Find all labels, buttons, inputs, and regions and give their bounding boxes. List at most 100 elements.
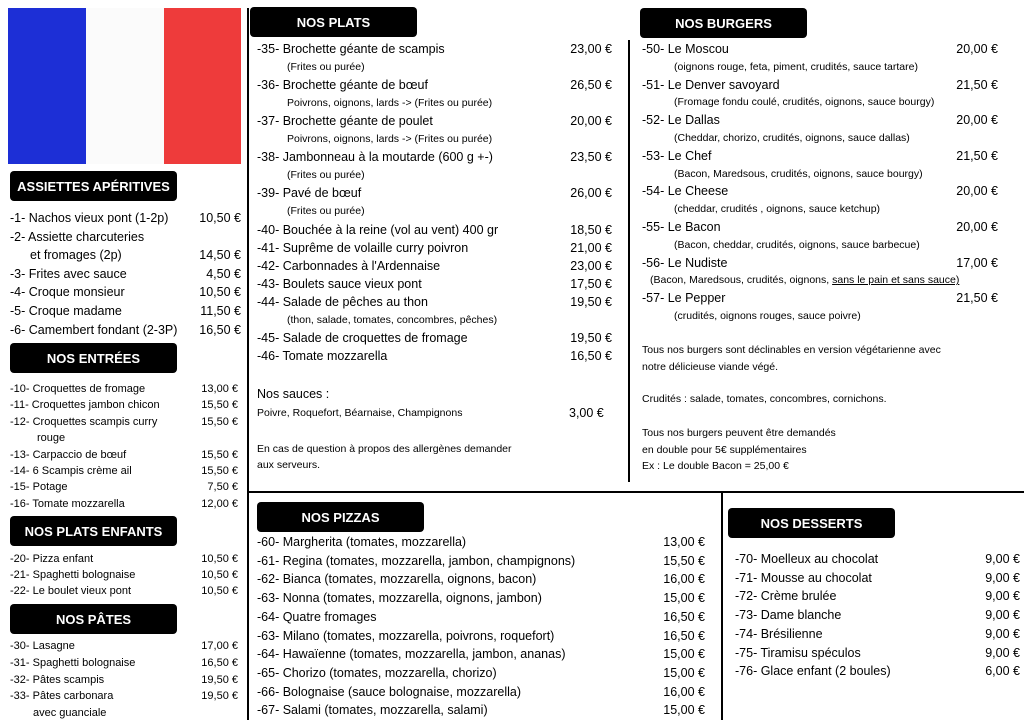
item-price: 10,50 €: [201, 569, 238, 582]
item-price: 13,00 €: [663, 535, 705, 549]
section-header: NOS PÂTES: [10, 604, 177, 634]
item-name: -53- Le Chef: [642, 148, 712, 163]
item-name: -45- Salade de croquettes de fromage: [257, 330, 468, 345]
item-description: (Bacon, Maredsous, crudités, oignons, sa…: [674, 167, 923, 180]
item-name: -4- Croque monsieur: [10, 285, 125, 300]
item-name: -41- Suprême de volaille curry poivron: [257, 240, 469, 255]
item-price: 20,00 €: [570, 114, 612, 129]
item-name: -35- Brochette géante de scampis: [257, 42, 445, 56]
item-name: -22- Le boulet vieux pont: [10, 585, 132, 598]
divider: [721, 492, 723, 720]
sauces-title: Nos sauces :: [257, 387, 330, 401]
item-name: -30- Lasagne: [10, 640, 75, 652]
item-name: -20- Pizza enfant: [10, 553, 94, 565]
item-name: -61- Regina (tomates, mozzarella, jambon…: [257, 553, 576, 568]
item-description: (oignons rouge, feta, piment, crudités, …: [674, 60, 918, 73]
item-price: 23,50 €: [570, 150, 612, 165]
item-price: 12,00 €: [201, 497, 238, 510]
item-price: 19,50 €: [201, 690, 238, 703]
item-price: 16,50 €: [199, 322, 241, 337]
item-price: 15,50 €: [663, 553, 705, 568]
item-name: -65- Chorizo (tomates, mozzarella, chori…: [257, 665, 497, 680]
item-price: 10,50 €: [199, 285, 241, 300]
item-price: 9,00 €: [985, 626, 1020, 641]
section-header: NOS BURGERS: [640, 8, 807, 38]
item-name: -39- Pavé de bœuf: [257, 186, 362, 201]
item-price: 6,00 €: [985, 664, 1020, 679]
burger-note: notre délicieuse viande végé.: [642, 361, 779, 373]
item-name: -63- Nonna (tomates, mozzarella, oignons…: [257, 591, 542, 606]
item-price: 20,00 €: [956, 220, 998, 234]
burger-note: Tous nos burgers sont déclinables en ver…: [642, 344, 941, 356]
item-description: (Bacon, Maredsous, crudités, oignons, sa…: [650, 274, 960, 287]
item-name: -62- Bianca (tomates, mozzarella, oignon…: [257, 572, 537, 587]
section-header: ASSIETTES APÉRITIVES: [10, 171, 177, 201]
item-price: 17,00 €: [201, 640, 238, 652]
item-description: Poivrons, oignons, lards -> (Frites ou p…: [287, 133, 493, 146]
item-name: -56- Le Nudiste: [642, 255, 728, 270]
item-description: (Frites ou purée): [287, 169, 365, 182]
item-name: -5- Croque madame: [10, 304, 122, 318]
item-name: -13- Carpaccio de bœuf: [10, 448, 127, 461]
item-name: -72- Crème brulée: [735, 589, 837, 604]
item-description: (Cheddar, chorizo, crudités, oignons, sa…: [674, 132, 910, 144]
item-price: 19,50 €: [570, 294, 612, 309]
item-price: 15,50 €: [201, 465, 238, 477]
item-name: -36- Brochette géante de bœuf: [257, 78, 428, 93]
item-price: 19,50 €: [201, 673, 238, 686]
item-price: 16,50 €: [663, 628, 705, 643]
item-name: -3- Frites avec sauce: [10, 266, 127, 281]
item-name: -75- Tiramisu spéculos: [735, 645, 861, 660]
item-name: et fromages (2p): [30, 248, 122, 263]
item-price: 9,00 €: [985, 608, 1020, 623]
item-description: (Bacon, cheddar, crudités, oignons, sauc…: [674, 238, 920, 251]
item-name: -64- Quatre fromages: [257, 609, 377, 624]
item-price: 14,50 €: [199, 248, 241, 263]
item-name: -37- Brochette géante de poulet: [257, 114, 433, 129]
item-name: -15- Potage: [10, 481, 68, 494]
item-price: 21,00 €: [570, 240, 612, 255]
item-price: 9,00 €: [985, 645, 1020, 660]
item-name: -6- Camembert fondant (2-3P): [10, 322, 178, 337]
item-name: -14- 6 Scampis crème ail: [10, 465, 132, 477]
item-name: -67- Salami (tomates, mozzarella, salami…: [257, 703, 488, 718]
item-description: (Frites ou purée): [287, 205, 365, 218]
item-name: -33- Pâtes carbonara: [10, 690, 114, 703]
item-price: 11,50 €: [200, 304, 241, 318]
item-price: 20,00 €: [956, 42, 998, 56]
item-price: 10,50 €: [201, 553, 238, 565]
item-description: avec guanciale: [33, 707, 107, 720]
item-name: -2- Assiette charcuteries: [10, 229, 145, 244]
item-price: 15,50 €: [201, 448, 238, 461]
item-price: 4,50 €: [206, 266, 241, 281]
item-name: -43- Boulets sauce vieux pont: [257, 276, 422, 291]
item-name: -10- Croquettes de fromage: [10, 383, 146, 395]
item-name: -12- Croquettes scampis curry: [10, 415, 158, 428]
item-name: -73- Dame blanche: [735, 608, 842, 623]
item-name: -31- Spaghetti bolognaise: [10, 656, 136, 669]
item-price: 10,50 €: [199, 211, 241, 225]
allergen-note: aux serveurs.: [257, 459, 321, 471]
sauces-price: 3,00 €: [569, 406, 604, 420]
item-name: -50- Le Moscou: [642, 42, 729, 56]
item-price: 23,00 €: [570, 42, 612, 56]
item-name: -66- Bolognaise (sauce bolognaise, mozza…: [257, 684, 522, 699]
item-name: -74- Brésilienne: [735, 626, 823, 641]
item-name: -54- Le Cheese: [642, 184, 729, 199]
item-name: -51- Le Denver savoyard: [642, 77, 780, 92]
burger-note: Ex : Le double Bacon = 25,00 €: [642, 460, 789, 472]
item-name: -21- Spaghetti bolognaise: [10, 569, 136, 582]
section-header: NOS DESSERTS: [728, 508, 895, 538]
item-price: 10,50 €: [201, 585, 238, 598]
item-price: 15,00 €: [663, 591, 705, 606]
item-price: 16,00 €: [663, 572, 705, 587]
item-name: -57- Le Pepper: [642, 291, 726, 306]
item-description: rouge: [37, 432, 66, 445]
item-price: 17,50 €: [570, 276, 612, 291]
item-price: 21,50 €: [956, 77, 998, 92]
section-header: NOS PIZZAS: [257, 502, 424, 532]
burger-note: en double pour 5€ supplémentaires: [642, 444, 807, 456]
divider: [628, 40, 630, 482]
item-price: 21,50 €: [956, 148, 998, 163]
